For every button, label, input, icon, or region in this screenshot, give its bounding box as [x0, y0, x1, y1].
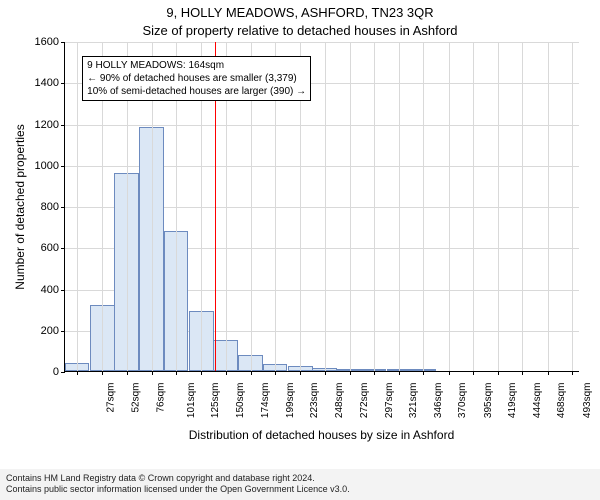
gridline-v — [548, 42, 549, 371]
footer-line-1: Contains HM Land Registry data © Crown c… — [6, 473, 594, 485]
x-tick-label: 419sqm — [507, 383, 518, 419]
gridline-h — [65, 125, 579, 126]
y-tick-mark — [61, 125, 65, 126]
x-tick-label: 27sqm — [106, 383, 117, 413]
y-tick-mark — [61, 207, 65, 208]
y-tick-label: 1400 — [35, 77, 59, 89]
plot-area: 0200400600800100012001400160027sqm52sqm7… — [64, 42, 579, 372]
y-tick-label: 1200 — [35, 119, 59, 131]
y-tick-label: 1000 — [35, 160, 59, 172]
x-tick-mark — [127, 371, 128, 375]
y-tick-mark — [61, 331, 65, 332]
x-tick-mark — [275, 371, 276, 375]
x-tick-mark — [423, 371, 424, 375]
y-tick-mark — [61, 290, 65, 291]
footer-line-2: Contains public sector information licen… — [6, 484, 594, 496]
x-tick-label: 125sqm — [210, 383, 221, 419]
x-tick-mark — [522, 371, 523, 375]
x-tick-mark — [176, 371, 177, 375]
x-tick-label: 321sqm — [408, 383, 419, 419]
x-tick-mark — [201, 371, 202, 375]
x-tick-mark — [473, 371, 474, 375]
y-tick-mark — [61, 83, 65, 84]
x-tick-label: 468sqm — [557, 383, 568, 419]
x-tick-label: 272sqm — [359, 383, 370, 419]
x-tick-label: 395sqm — [483, 383, 494, 419]
y-tick-label: 800 — [41, 201, 59, 213]
x-tick-mark — [77, 371, 78, 375]
annotation-line: 9 HOLLY MEADOWS: 164sqm — [87, 59, 306, 72]
gridline-v — [350, 42, 351, 371]
y-tick-mark — [61, 372, 65, 373]
gridline-v — [374, 42, 375, 371]
x-tick-mark — [226, 371, 227, 375]
x-tick-mark — [399, 371, 400, 375]
chart-container: 9, HOLLY MEADOWS, ASHFORD, TN23 3QR Size… — [0, 0, 600, 500]
y-tick-label: 200 — [41, 325, 59, 337]
y-axis-title: Number of detached properties — [13, 124, 27, 289]
y-tick-label: 1600 — [35, 36, 59, 48]
x-tick-mark — [325, 371, 326, 375]
x-tick-label: 76sqm — [155, 383, 166, 413]
gridline-v — [522, 42, 523, 371]
x-tick-mark — [152, 371, 153, 375]
y-tick-mark — [61, 248, 65, 249]
y-tick-label: 400 — [41, 284, 59, 296]
x-tick-mark — [548, 371, 549, 375]
chart-subtitle: Size of property relative to detached ho… — [0, 22, 600, 40]
x-tick-mark — [498, 371, 499, 375]
x-axis-title: Distribution of detached houses by size … — [189, 428, 455, 442]
x-tick-label: 150sqm — [235, 383, 246, 419]
x-tick-label: 493sqm — [582, 383, 593, 419]
x-tick-mark — [300, 371, 301, 375]
x-tick-label: 297sqm — [384, 383, 395, 419]
chart-header: 9, HOLLY MEADOWS, ASHFORD, TN23 3QR Size… — [0, 0, 600, 39]
gridline-v — [498, 42, 499, 371]
x-tick-label: 52sqm — [131, 383, 142, 413]
x-tick-label: 370sqm — [458, 383, 469, 419]
gridline-h — [65, 42, 579, 43]
gridline-v — [325, 42, 326, 371]
annotation-line: ← 90% of detached houses are smaller (3,… — [87, 72, 306, 85]
x-tick-mark — [572, 371, 573, 375]
x-tick-label: 174sqm — [260, 383, 271, 419]
x-tick-mark — [102, 371, 103, 375]
y-tick-label: 0 — [53, 366, 59, 378]
gridline-v — [572, 42, 573, 371]
x-tick-label: 346sqm — [433, 383, 444, 419]
annotation-box: 9 HOLLY MEADOWS: 164sqm← 90% of detached… — [82, 56, 311, 101]
address-line: 9, HOLLY MEADOWS, ASHFORD, TN23 3QR — [0, 4, 600, 22]
gridline-v — [77, 42, 78, 371]
attribution-footer: Contains HM Land Registry data © Crown c… — [0, 469, 600, 500]
plot-area-wrapper: Number of detached properties 0200400600… — [64, 42, 579, 372]
y-tick-mark — [61, 166, 65, 167]
x-tick-mark — [350, 371, 351, 375]
x-tick-label: 223sqm — [309, 383, 320, 419]
y-tick-mark — [61, 42, 65, 43]
gridline-v — [473, 42, 474, 371]
x-tick-label: 248sqm — [334, 383, 345, 419]
x-tick-label: 444sqm — [532, 383, 543, 419]
gridline-v — [423, 42, 424, 371]
annotation-line: 10% of semi-detached houses are larger (… — [87, 85, 306, 98]
gridline-v — [449, 42, 450, 371]
x-tick-mark — [374, 371, 375, 375]
x-tick-mark — [449, 371, 450, 375]
y-tick-label: 600 — [41, 242, 59, 254]
x-tick-label: 199sqm — [285, 383, 296, 419]
x-tick-label: 101sqm — [186, 383, 197, 419]
x-tick-mark — [251, 371, 252, 375]
gridline-v — [399, 42, 400, 371]
